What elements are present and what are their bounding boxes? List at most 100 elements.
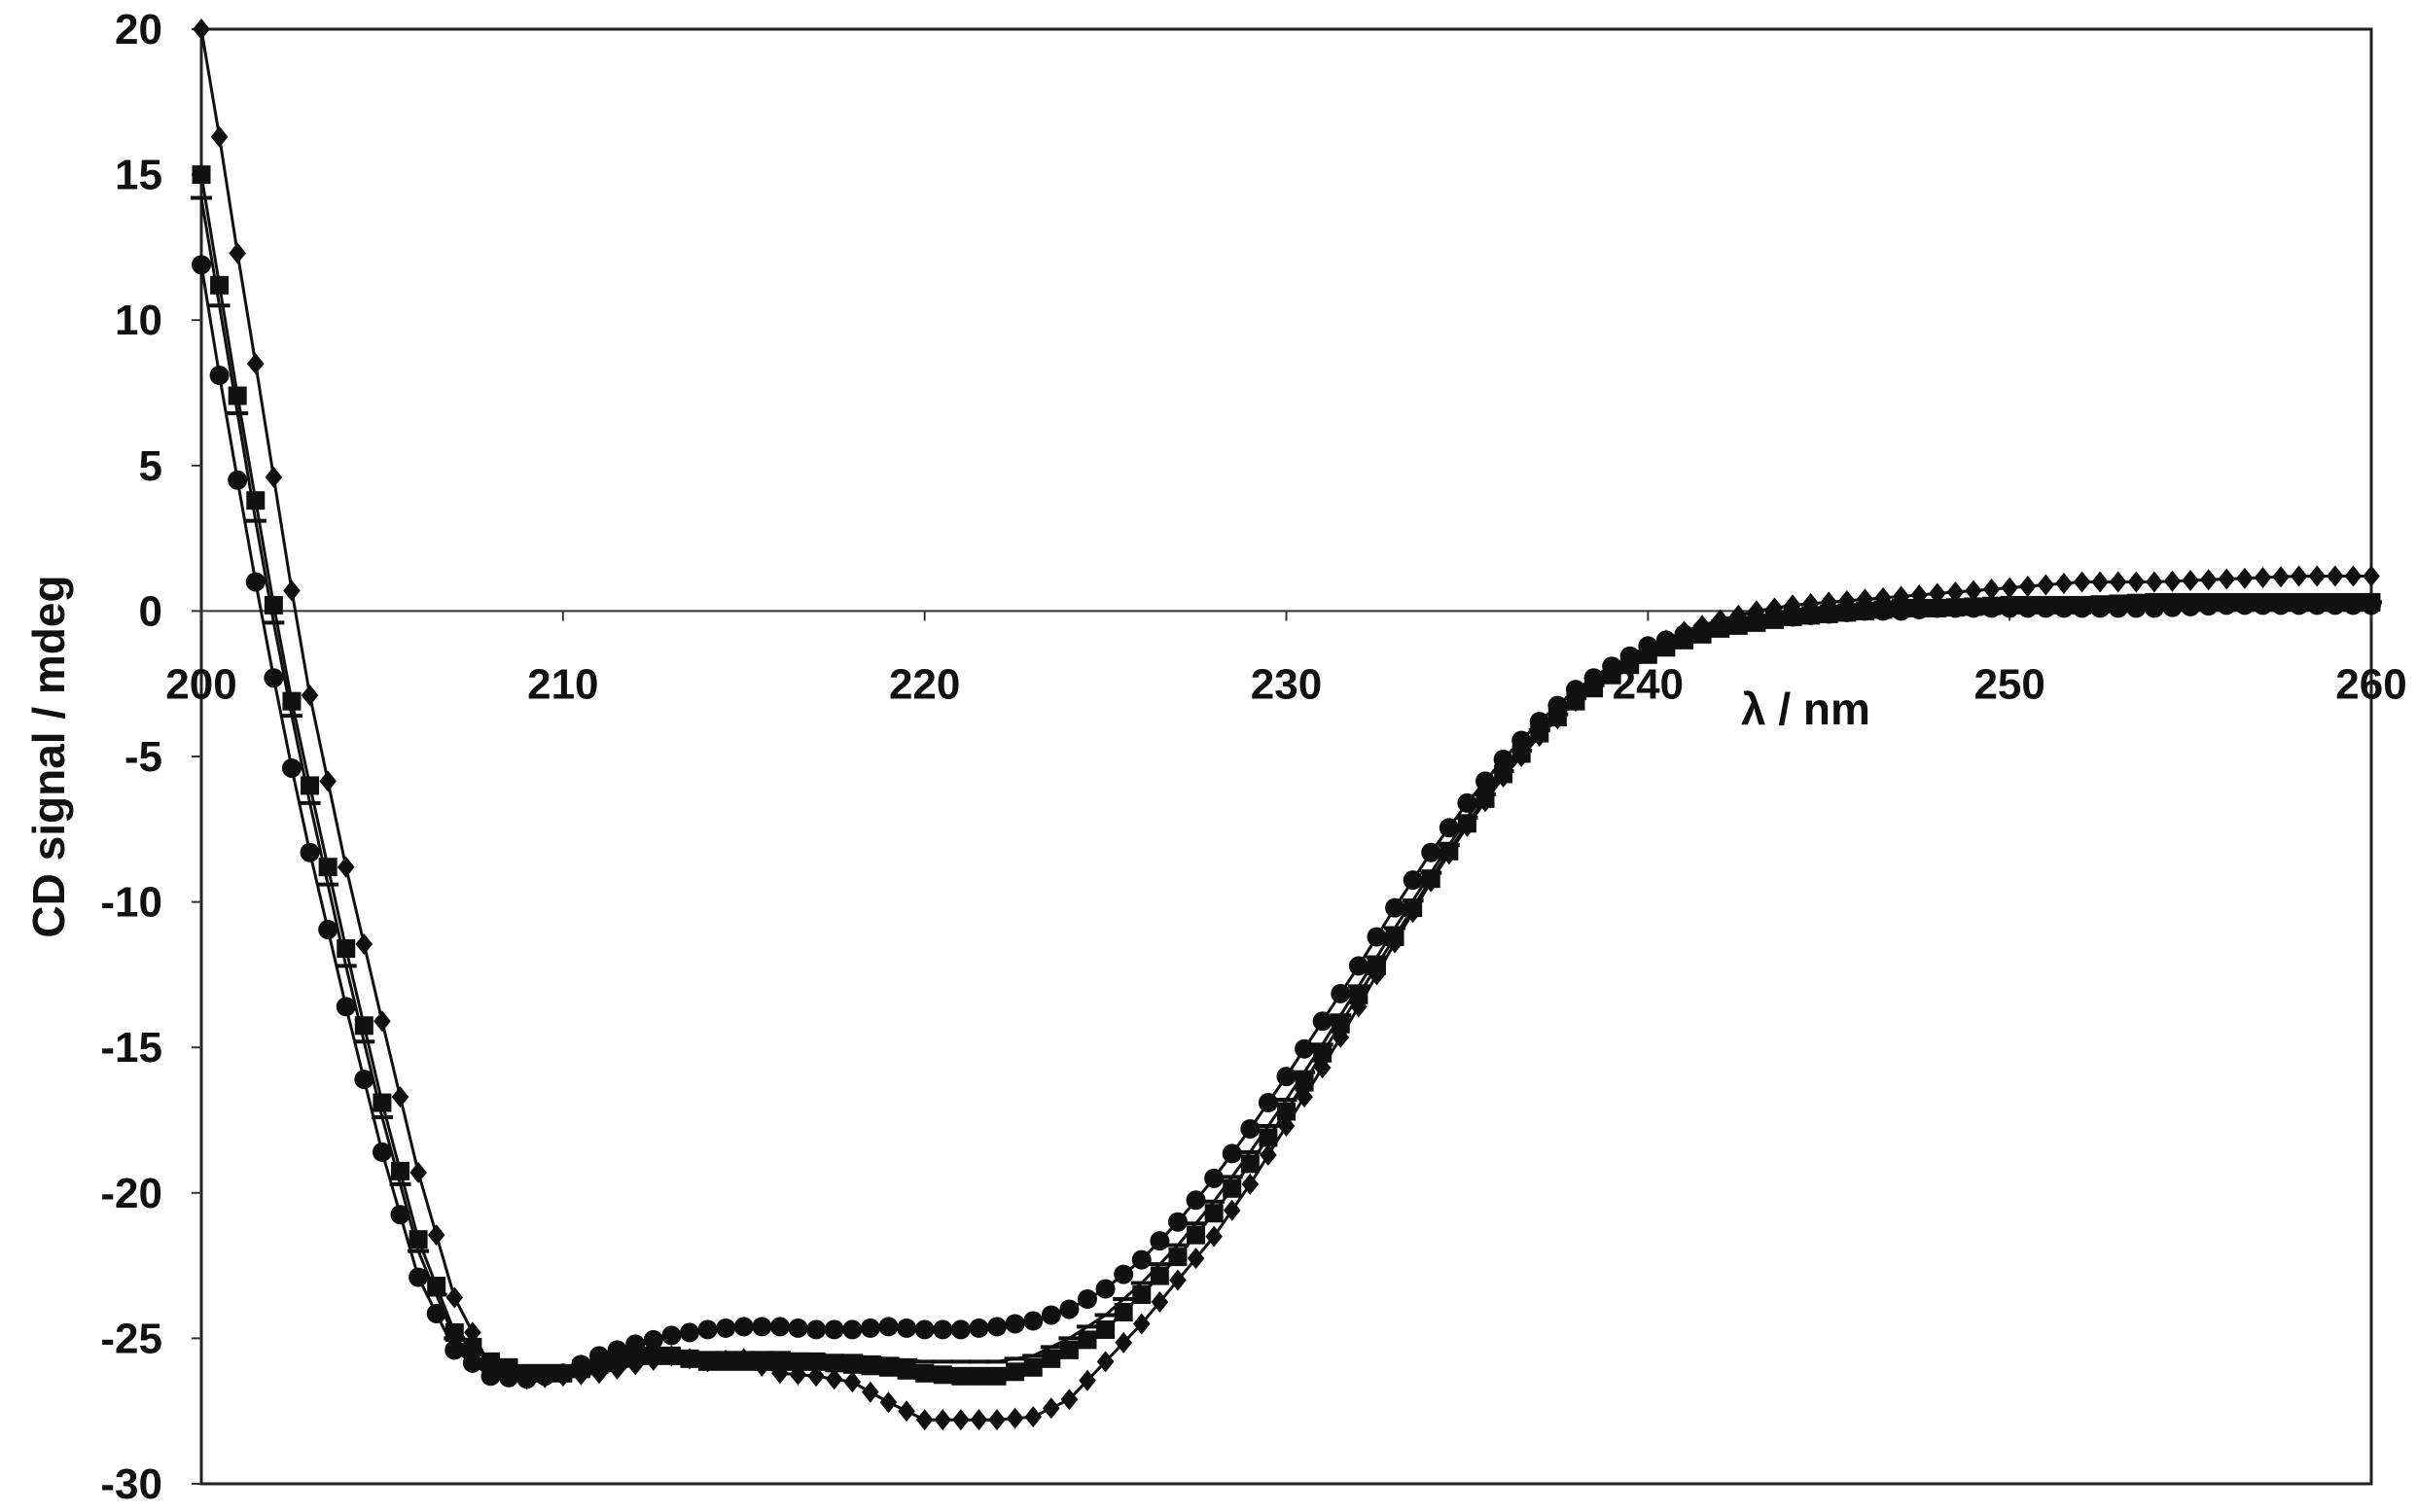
data-point: [1187, 1248, 1205, 1270]
data-point: [1331, 983, 1351, 1003]
y-tick-label: 10: [115, 297, 162, 344]
y-axis-title: CD signal / mdeg: [23, 575, 74, 937]
series-dash: [191, 195, 2382, 1382]
data-point: [409, 1267, 429, 1287]
data-point: [1114, 1302, 1133, 1321]
data-point: [1204, 1168, 1225, 1188]
y-tick-label: -10: [100, 879, 162, 927]
data-point: [1132, 1285, 1152, 1305]
data-point: [499, 1367, 519, 1388]
data-point: [752, 1352, 771, 1371]
data-point: [2181, 596, 2201, 616]
x-tick-label: 260: [2335, 660, 2406, 708]
data-point: [897, 1360, 916, 1380]
data-point: [246, 491, 266, 510]
data-point: [1260, 1143, 1277, 1166]
data-point: [1295, 1038, 1315, 1059]
data-point: [2182, 569, 2199, 591]
data-point: [697, 1319, 718, 1340]
data-point: [1927, 598, 1947, 618]
data-point: [843, 1371, 862, 1393]
data-point: [210, 125, 229, 148]
data-point: [2018, 575, 2037, 597]
data-point: [897, 1318, 917, 1338]
data-point: [265, 466, 283, 488]
x-tick-label: 200: [165, 660, 236, 708]
data-point: [661, 1325, 682, 1346]
data-point: [283, 580, 301, 602]
data-point: [1348, 956, 1368, 976]
data-point: [2234, 595, 2255, 615]
data-point: [1674, 624, 1694, 645]
data-point: [1367, 927, 1387, 947]
data-point: [1240, 1154, 1260, 1174]
data-point: [281, 757, 302, 778]
data-point: [282, 691, 302, 711]
data-point: [2146, 571, 2163, 593]
data-point: [1167, 1212, 1188, 1232]
data-point: [607, 1340, 627, 1360]
series-line: [199, 28, 2371, 1422]
data-point: [716, 1318, 736, 1338]
data-point: [2271, 595, 2292, 615]
data-point: [987, 1317, 1008, 1337]
data-point: [1367, 956, 1386, 975]
data-point: [969, 1366, 988, 1386]
data-point: [1331, 1014, 1350, 1034]
data-point: [1385, 897, 1405, 918]
data-point: [390, 1205, 410, 1225]
data-point: [2236, 567, 2254, 589]
data-point: [698, 1352, 718, 1371]
y-tick-labels: 20 15 10 5 0 -5 -10 -15 -20 -25 -30: [100, 6, 201, 1508]
data-point: [2036, 598, 2056, 618]
data-point: [1746, 610, 1766, 630]
y-tick-label: -30: [100, 1460, 162, 1507]
data-point: [969, 1318, 989, 1338]
x-axis-title: λ / nm: [1741, 684, 1870, 734]
series-square: [192, 165, 2381, 1386]
data-point: [1764, 608, 1785, 628]
data-point: [1131, 1249, 1152, 1270]
data-point: [1006, 1407, 1024, 1429]
data-point: [1783, 607, 1803, 627]
data-point: [2289, 595, 2309, 615]
data-point: [1222, 1143, 1242, 1164]
data-point: [2162, 597, 2183, 617]
data-point: [264, 668, 284, 688]
series-circle: [192, 255, 2381, 1389]
data-point: [535, 1366, 555, 1387]
data-point: [1151, 1291, 1169, 1313]
data-point: [1096, 1351, 1115, 1373]
data-point: [318, 920, 338, 940]
data-point: [1638, 636, 1658, 656]
data-point: [1692, 619, 1713, 640]
data-point: [878, 1317, 899, 1337]
data-point: [1204, 1204, 1224, 1223]
data-point: [1186, 1190, 1206, 1211]
y-tick-label: -20: [100, 1170, 162, 1217]
plot-frame: [199, 27, 2373, 1486]
data-point: [862, 1381, 879, 1403]
data-point: [825, 1354, 844, 1373]
data-point: [789, 1352, 808, 1371]
data-point: [426, 1303, 446, 1323]
data-point: [1095, 1279, 1116, 1299]
data-point: [2217, 595, 2237, 615]
data-point: [1169, 1269, 1187, 1291]
x-tick-label: 210: [527, 660, 598, 708]
data-point: [1241, 1173, 1260, 1195]
data-point: [228, 470, 248, 490]
data-point: [300, 842, 320, 862]
y-tick-label: 15: [115, 152, 162, 199]
data-point: [2108, 598, 2128, 618]
data-point: [2343, 595, 2364, 615]
data-point: [1041, 1305, 1061, 1325]
data-point: [1223, 1178, 1242, 1198]
data-point: [2090, 598, 2111, 618]
data-point: [2307, 595, 2328, 615]
data-point: [2073, 571, 2091, 593]
data-point: [2091, 571, 2109, 593]
data-point: [733, 1317, 754, 1337]
data-point: [951, 1366, 971, 1386]
